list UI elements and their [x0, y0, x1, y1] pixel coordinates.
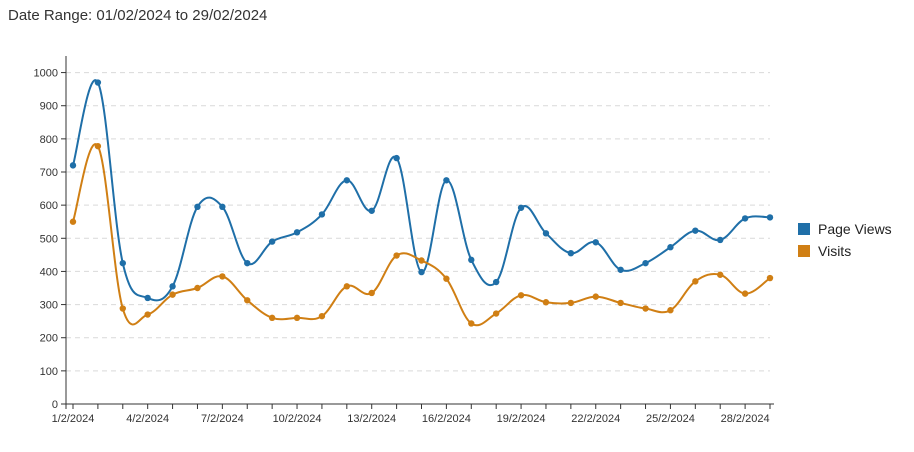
data-point-visits[interactable] [368, 289, 375, 297]
data-point-page-views[interactable] [119, 259, 126, 267]
data-point-visits[interactable] [617, 299, 624, 307]
x-tick-label: 16/2/2024 [422, 413, 471, 425]
axes: 0 100 200 300 400 500 600 700 800 900 1000 1/2/2024… [34, 56, 774, 425]
data-point-visits[interactable] [268, 314, 276, 322]
series-lines [72, 79, 771, 327]
data-point-visits[interactable] [293, 314, 301, 322]
x-tick-label: 19/2/2024 [497, 413, 546, 425]
data-point-page-views[interactable] [94, 79, 102, 86]
data-point-page-views[interactable] [368, 207, 375, 214]
data-point-visits[interactable] [244, 297, 251, 304]
data-point-visits[interactable] [418, 257, 425, 264]
data-point-visits[interactable] [592, 293, 599, 300]
y-tick-label: 300 [40, 300, 58, 312]
grid-lines [66, 72, 770, 372]
data-point-visits[interactable] [119, 305, 126, 312]
series-points [69, 79, 774, 327]
data-point-page-views[interactable] [169, 283, 176, 290]
data-point-page-views[interactable] [642, 259, 649, 267]
y-tick-label: 700 [40, 167, 58, 179]
data-point-visits[interactable] [542, 299, 550, 306]
data-point-page-views[interactable] [144, 294, 151, 302]
data-point-page-views[interactable] [567, 250, 575, 257]
date-range-label: Date Range: 01/02/2024 to 29/02/2024 [8, 7, 268, 24]
data-point-visits[interactable] [318, 312, 326, 320]
x-tick-label: 13/2/2024 [347, 413, 396, 425]
data-point-visits[interactable] [69, 218, 77, 225]
data-point-page-views[interactable] [219, 203, 226, 210]
data-point-page-views[interactable] [542, 230, 550, 237]
data-point-visits[interactable] [741, 290, 749, 297]
y-tick-label: 500 [40, 233, 58, 245]
data-point-visits[interactable] [468, 320, 475, 327]
data-point-page-views[interactable] [318, 211, 326, 218]
data-point-visits[interactable] [144, 311, 151, 318]
y-tick-label: 600 [40, 200, 58, 212]
data-point-visits[interactable] [94, 142, 102, 150]
data-point-page-views[interactable] [667, 244, 674, 251]
data-point-visits[interactable] [517, 292, 525, 299]
legend-item-visits[interactable]: Visits [798, 240, 892, 262]
legend-swatch-visits [798, 245, 810, 257]
data-point-page-views[interactable] [592, 239, 599, 246]
data-point-visits[interactable] [766, 274, 774, 282]
data-point-visits[interactable] [642, 305, 649, 312]
legend-item-page-views[interactable]: Page Views [798, 218, 892, 240]
data-point-visits[interactable] [194, 284, 201, 292]
y-tick-label: 800 [40, 134, 58, 146]
legend-swatch-page-views [798, 223, 810, 235]
data-point-page-views[interactable] [717, 236, 724, 244]
data-point-visits[interactable] [567, 299, 575, 307]
data-point-page-views[interactable] [617, 266, 624, 273]
x-tick-label: 1/2/2024 [52, 413, 95, 425]
legend-label-page-views: Page Views [818, 221, 892, 237]
data-point-page-views[interactable] [517, 204, 525, 211]
data-point-page-views[interactable] [69, 162, 77, 169]
data-point-visits[interactable] [717, 271, 724, 278]
data-point-page-views[interactable] [692, 227, 699, 234]
data-point-page-views[interactable] [766, 214, 774, 221]
data-point-page-views[interactable] [492, 278, 500, 286]
y-tick-label: 100 [40, 366, 58, 378]
data-point-page-views[interactable] [468, 256, 475, 264]
series-line-visits [72, 143, 771, 327]
data-point-page-views[interactable] [343, 177, 351, 184]
data-point-visits[interactable] [343, 283, 351, 290]
data-point-visits[interactable] [667, 307, 674, 314]
x-tick-label: 22/2/2024 [571, 413, 620, 425]
y-tick-label: 200 [40, 333, 58, 345]
data-point-page-views[interactable] [393, 154, 400, 162]
data-point-page-views[interactable] [194, 203, 201, 210]
y-tick-label: 400 [40, 266, 58, 278]
data-point-visits[interactable] [169, 291, 176, 298]
y-tick-label: 1000 [34, 68, 58, 80]
data-point-page-views[interactable] [418, 268, 425, 276]
series-line-page-views [72, 79, 771, 302]
data-point-visits[interactable] [492, 310, 500, 317]
data-point-page-views[interactable] [268, 238, 276, 245]
y-tick-label: 900 [40, 101, 58, 113]
x-tick-label: 7/2/2024 [201, 413, 244, 425]
y-tick-label: 0 [52, 399, 58, 411]
data-point-visits[interactable] [443, 275, 450, 282]
legend-label-visits: Visits [818, 243, 852, 259]
x-tick-label: 28/2/2024 [721, 413, 770, 425]
legend: Page Views Visits [798, 218, 892, 262]
data-point-page-views[interactable] [293, 229, 301, 236]
x-tick-label: 4/2/2024 [126, 413, 169, 425]
data-point-visits[interactable] [219, 273, 226, 280]
data-point-visits[interactable] [393, 252, 400, 259]
data-point-page-views[interactable] [443, 177, 450, 184]
x-tick-label: 10/2/2024 [273, 413, 322, 425]
x-tick-label: 25/2/2024 [646, 413, 695, 425]
data-point-page-views[interactable] [741, 215, 749, 222]
data-point-page-views[interactable] [244, 259, 251, 267]
data-point-visits[interactable] [692, 278, 699, 285]
